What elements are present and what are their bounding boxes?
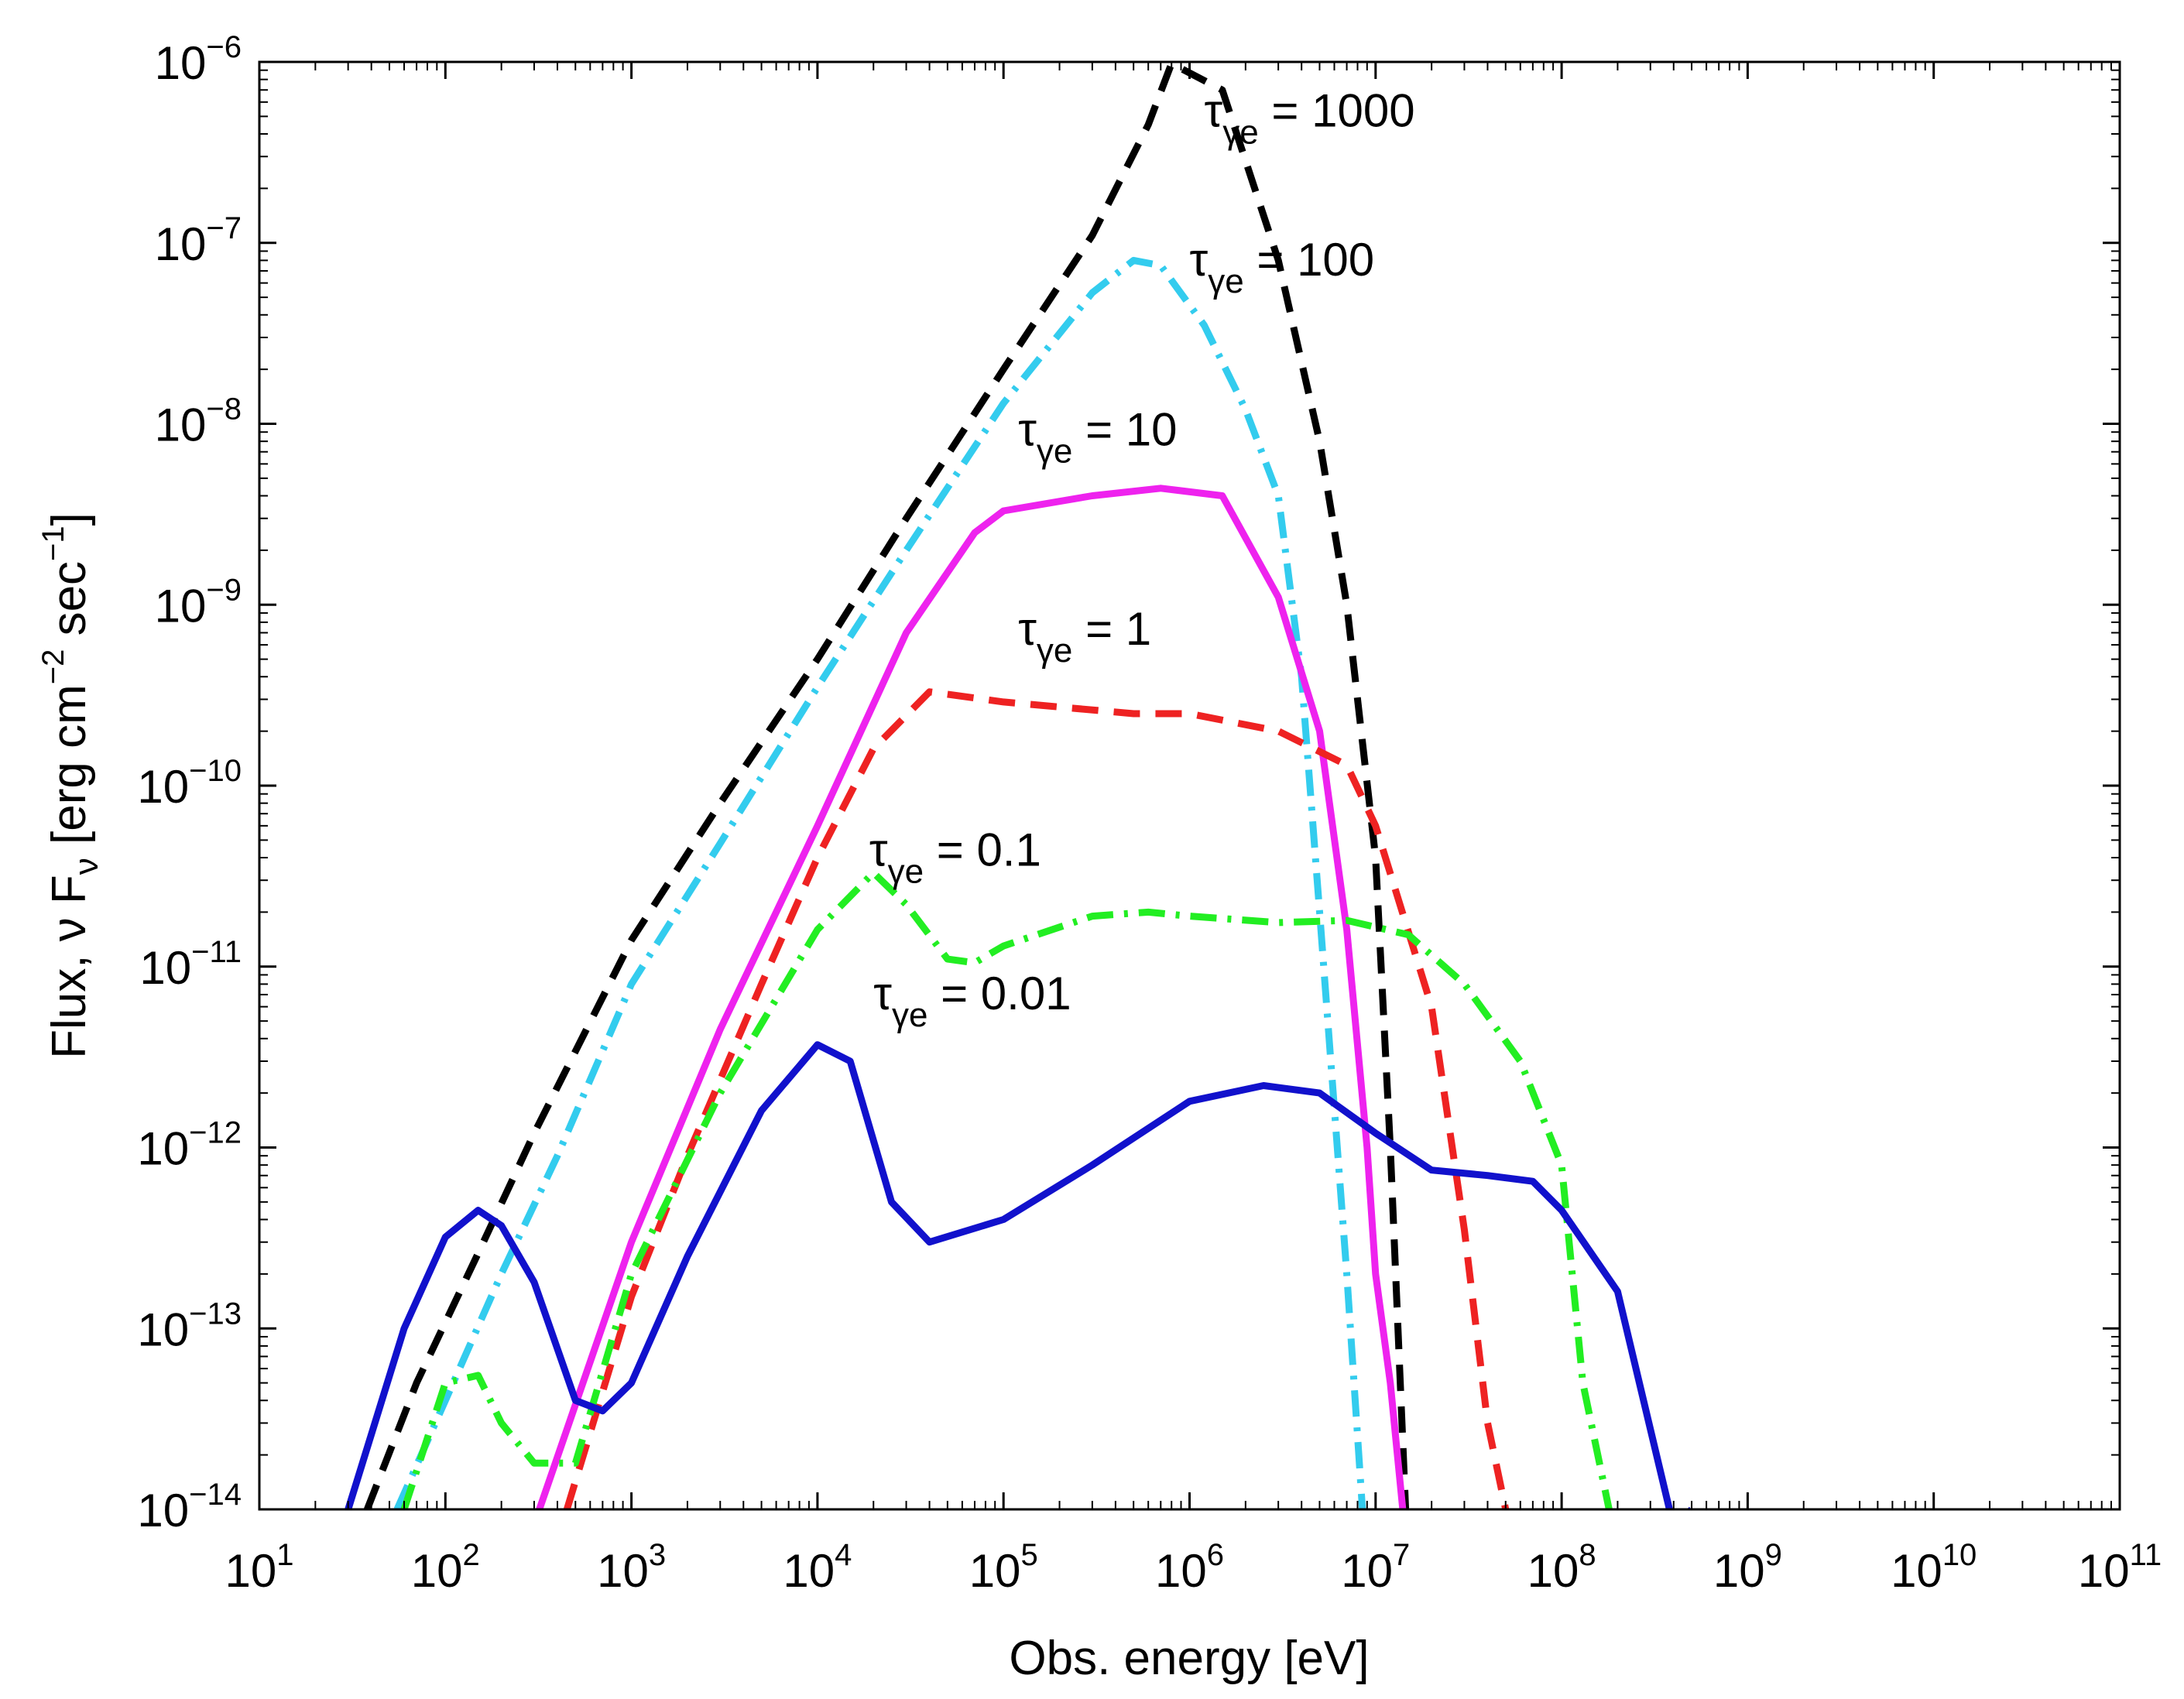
annotation-tau-ge-1000: τγe = 1000 [1205,84,1415,151]
y-tick-labels: 10−6 10−7 10−8 10−9 10−10 10−11 10−12 10−13 10−1… [137,30,242,1536]
annotation-tau-ge-10: τγe = 10 [1018,403,1177,470]
annotation-layer: τγe = 1000 τγe = 100 τγe = 10 τγe = 1 τγe = … [869,84,1415,1034]
x-tick-label: 106 [1155,1538,1224,1597]
x-tick-label: 109 [1713,1538,1782,1597]
x-tick-label: 1010 [1891,1538,1977,1597]
y-tick-label: 10−9 [155,573,242,632]
x-tick-label: 107 [1341,1538,1410,1597]
series-line-tau-ge-10 [536,485,1407,1509]
x-tick-label: 108 [1527,1538,1596,1597]
x-tick-label: 104 [783,1538,852,1597]
series-line-tau-ge-0-1 [400,869,1613,1509]
annotation-tau-ge-0-01: τγe = 0.01 [873,968,1071,1034]
y-tick-label: 10−6 [155,30,242,89]
y-tick-label: 10−12 [137,1116,242,1175]
annotation-tau-ge-100: τγe = 100 [1190,234,1375,300]
y-tick-label: 10−13 [137,1297,242,1355]
series-line-tau-ge-1 [563,688,1510,1509]
x-tick-label: 103 [597,1538,666,1597]
y-tick-label: 10−8 [155,392,242,451]
x-tick-label: 101 [225,1538,294,1597]
annotation-tau-ge-0-1: τγe = 0.1 [869,824,1041,891]
tick-layer [258,60,2121,1511]
y-tick-label: 10−7 [155,211,242,270]
y-axis-label: Flux, ν Fν [erg cm−2 sec−1] [36,512,105,1059]
x-tick-label: 105 [969,1538,1038,1597]
series-line-tau-ge-0-01 [345,1041,1692,1509]
y-tick-label: 10−11 [139,935,242,994]
x-tick-label: 102 [411,1538,480,1597]
series-line-tau-ge-1000 [364,62,1410,1509]
x-axis-label: Obs. energy [eV] [1009,1632,1369,1685]
y-tick-label: 10−14 [137,1478,242,1536]
annotation-tau-ge-1: τγe = 1 [1018,603,1151,670]
y-tick-label: 10−10 [137,754,242,813]
x-tick-label: 1011 [2078,1538,2162,1597]
x-tick-labels: 101 102 103 104 105 106 107 108 109 1010 1011 [225,1538,2162,1597]
series-layer [345,62,1692,1509]
